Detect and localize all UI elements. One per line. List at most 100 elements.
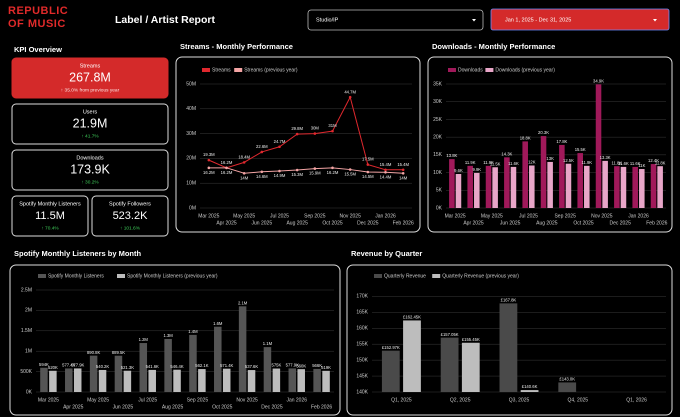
data-label: 11.5K xyxy=(490,161,501,166)
data-label: 12.5K xyxy=(563,158,574,163)
point xyxy=(313,132,317,135)
data-label: 541.6K xyxy=(146,364,159,369)
filter-dropdown[interactable] xyxy=(307,9,484,31)
data-label: 18.4M xyxy=(238,154,250,159)
bar xyxy=(247,370,256,392)
legend-label: Downloads (previous year) xyxy=(495,67,555,73)
y-tick-label: 15K xyxy=(433,152,443,158)
data-label: 15.4M xyxy=(397,162,409,167)
x-tick-label: Oct 2025 xyxy=(573,220,594,226)
x-tick-label: Mar 2025 xyxy=(38,397,59,403)
bar xyxy=(584,165,590,208)
y-tick-label: 150K xyxy=(356,357,368,363)
bar xyxy=(529,165,535,208)
bar xyxy=(657,166,663,208)
x-tick-label: Jun 2025 xyxy=(252,220,273,226)
legend-swatch xyxy=(234,68,243,72)
data-label: 14M xyxy=(240,175,249,180)
bar xyxy=(565,163,572,208)
data-label: 889.5K xyxy=(112,350,125,355)
x-tick-label: Jul 2025 xyxy=(138,397,157,403)
y-tick-label: 20K xyxy=(433,134,443,140)
data-label: 29.8M xyxy=(291,126,303,131)
point xyxy=(295,132,299,136)
legend-swatch xyxy=(432,274,441,278)
y-tick-label: 0K xyxy=(436,205,443,211)
kpi-card xyxy=(91,195,169,237)
data-label: 11.9K xyxy=(465,160,476,165)
x-tick-label: Q4, 2025 xyxy=(568,397,589,403)
data-label: 16.2M xyxy=(221,160,233,165)
date-range-picker[interactable] xyxy=(490,8,670,31)
data-label: 15.5M xyxy=(344,172,356,177)
x-tick-label: Jan 2026 xyxy=(628,213,649,219)
x-tick-label: May 2025 xyxy=(87,397,109,403)
series-line xyxy=(208,95,404,171)
bar xyxy=(485,165,492,208)
data-label: 11.6K xyxy=(630,161,641,166)
x-tick-label: Jan 2026 xyxy=(286,397,307,403)
data-label: 11.9K xyxy=(581,160,592,165)
data-label: 890.8K xyxy=(87,350,100,355)
x-tick-label: Oct 2025 xyxy=(212,404,233,410)
dropdown-arrow xyxy=(653,19,657,22)
data-label: 575K xyxy=(271,363,281,368)
data-label: 30M xyxy=(311,126,320,131)
bar xyxy=(492,167,498,208)
legend-swatch xyxy=(485,68,494,72)
bar xyxy=(123,370,132,392)
bar xyxy=(559,144,565,208)
bar xyxy=(164,338,172,392)
bar xyxy=(65,368,73,392)
y-tick-label: 5K xyxy=(436,188,443,194)
kpi-label: Users xyxy=(83,109,98,115)
data-label: 31M xyxy=(328,123,337,128)
kpi-change: ↑ 30.2% xyxy=(81,179,99,185)
data-label: 1.6M xyxy=(213,321,223,326)
x-tick-label: Nov 2025 xyxy=(236,397,258,403)
data-label: 16.2M xyxy=(221,170,233,175)
data-label: 577.9K xyxy=(71,363,84,368)
data-label: 14.4M xyxy=(380,174,392,179)
data-label: 520K xyxy=(48,365,58,370)
data-label: 15.5K xyxy=(575,147,586,152)
y-tick-label: 0K xyxy=(26,389,33,395)
data-label: 11.6K xyxy=(508,161,519,166)
kpi-change: ↑ 41.7% xyxy=(81,133,99,139)
point xyxy=(401,168,405,172)
y-tick-label: 160K xyxy=(356,326,368,332)
data-label: 11.6K xyxy=(618,161,629,166)
bar xyxy=(577,153,583,208)
x-tick-label: Nov 2025 xyxy=(339,213,361,219)
chart-panel xyxy=(175,56,421,233)
bar xyxy=(403,320,421,392)
y-tick-label: 500K xyxy=(20,369,32,375)
bar xyxy=(89,355,98,392)
bar xyxy=(139,343,148,392)
x-tick-label: Jun 2025 xyxy=(500,220,521,226)
legend-swatch xyxy=(374,274,382,278)
x-tick-label: Dec 2025 xyxy=(357,220,379,226)
data-label: 19.3M xyxy=(203,152,215,157)
y-tick-label: 40M xyxy=(186,106,196,112)
x-tick-label: Dec 2025 xyxy=(609,220,631,226)
data-label: £140.6K xyxy=(522,384,538,389)
data-label: 20.3K xyxy=(538,130,549,135)
x-tick-label: Sep 2025 xyxy=(304,213,326,219)
data-label: 1.3M xyxy=(163,333,173,338)
x-tick-label: Apr 2025 xyxy=(216,220,237,226)
data-label: 15.3M xyxy=(291,172,303,177)
legend-label: Downloads xyxy=(458,67,483,73)
y-tick-label: 155K xyxy=(356,342,368,348)
x-tick-label: May 2025 xyxy=(481,213,503,219)
data-label: 562.1K xyxy=(195,363,208,368)
x-tick-label: Mar 2025 xyxy=(198,213,219,219)
data-label: 11.9K xyxy=(483,160,494,165)
x-tick-label: Jul 2025 xyxy=(270,213,289,219)
point xyxy=(260,170,264,174)
kpi-label: Streams xyxy=(80,63,101,69)
point xyxy=(348,95,352,99)
y-tick-label: 145K xyxy=(356,373,368,379)
data-label: 22.6M xyxy=(256,144,268,149)
bar xyxy=(520,390,539,392)
